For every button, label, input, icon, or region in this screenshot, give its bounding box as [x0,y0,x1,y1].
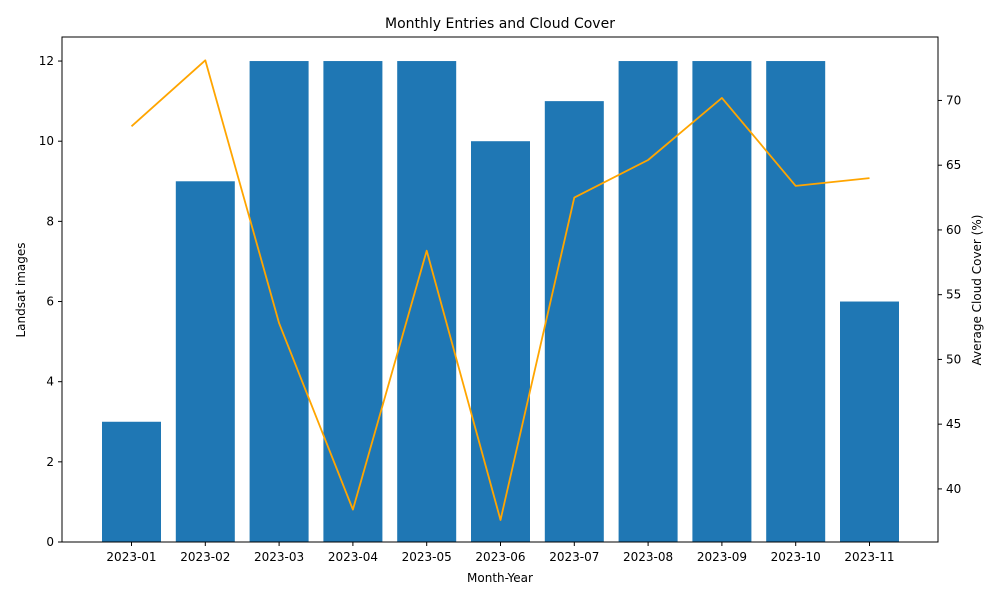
y2-tick-label: 60 [946,223,961,237]
bar-2023-02 [175,181,235,543]
x-tick-label: 2023-01 [106,550,156,564]
x-tick-label: 2023-11 [844,550,894,564]
x-tick-label: 2023-04 [328,550,378,564]
y2-tick-label: 65 [946,158,961,172]
bar-2023-11 [840,301,899,542]
y2-tick-label: 40 [946,482,961,496]
chart-title: Monthly Entries and Cloud Cover [385,16,615,32]
y-tick-label: 4 [46,375,54,389]
bar-2023-03 [249,61,309,543]
y2-tick-label: 45 [946,417,961,431]
y2-tick-label: 55 [946,288,961,302]
y-tick-label: 8 [46,214,54,228]
x-tick-label: 2023-02 [180,550,230,564]
bar-2023-05 [397,61,457,543]
x-axis-title: Month-Year [467,571,533,585]
x-tick-label: 2023-10 [771,550,821,564]
x-tick-label: 2023-07 [549,550,599,564]
y-axis-ticks: 0 2 4 6 8 10 12 [39,54,62,549]
bars-group [102,61,899,543]
bar-2023-04 [323,61,383,543]
x-tick-label: 2023-09 [697,550,747,564]
bar-2023-07 [544,101,604,542]
y2-tick-label: 70 [946,93,961,107]
cloud-cover-line [130,59,870,521]
y-tick-label: 2 [46,455,54,469]
bar-2023-01 [102,421,161,542]
y-tick-label: 6 [46,295,54,309]
bar-2023-08 [618,61,678,543]
x-axis-ticks: 2023-01 2023-02 2023-03 2023-04 2023-05 2023-… [106,542,895,564]
x-tick-label: 2023-03 [254,550,304,564]
y-axis-title: Landsat images [14,242,28,337]
line-group [130,59,870,521]
y-tick-label: 10 [39,134,54,148]
x-tick-label: 2023-08 [623,550,673,564]
x-tick-label: 2023-05 [402,550,452,564]
bar-2023-10 [766,61,826,543]
bar-2023-06 [471,141,530,542]
y-tick-label: 12 [39,54,54,68]
y2-tick-label: 50 [946,352,961,366]
y2-axis-ticks: 40 45 50 55 60 65 70 [938,93,961,496]
y2-axis-title: Average Cloud Cover (%) [970,215,984,366]
x-tick-label: 2023-06 [475,550,525,564]
y-tick-label: 0 [46,535,54,549]
bar-2023-09 [692,61,752,543]
